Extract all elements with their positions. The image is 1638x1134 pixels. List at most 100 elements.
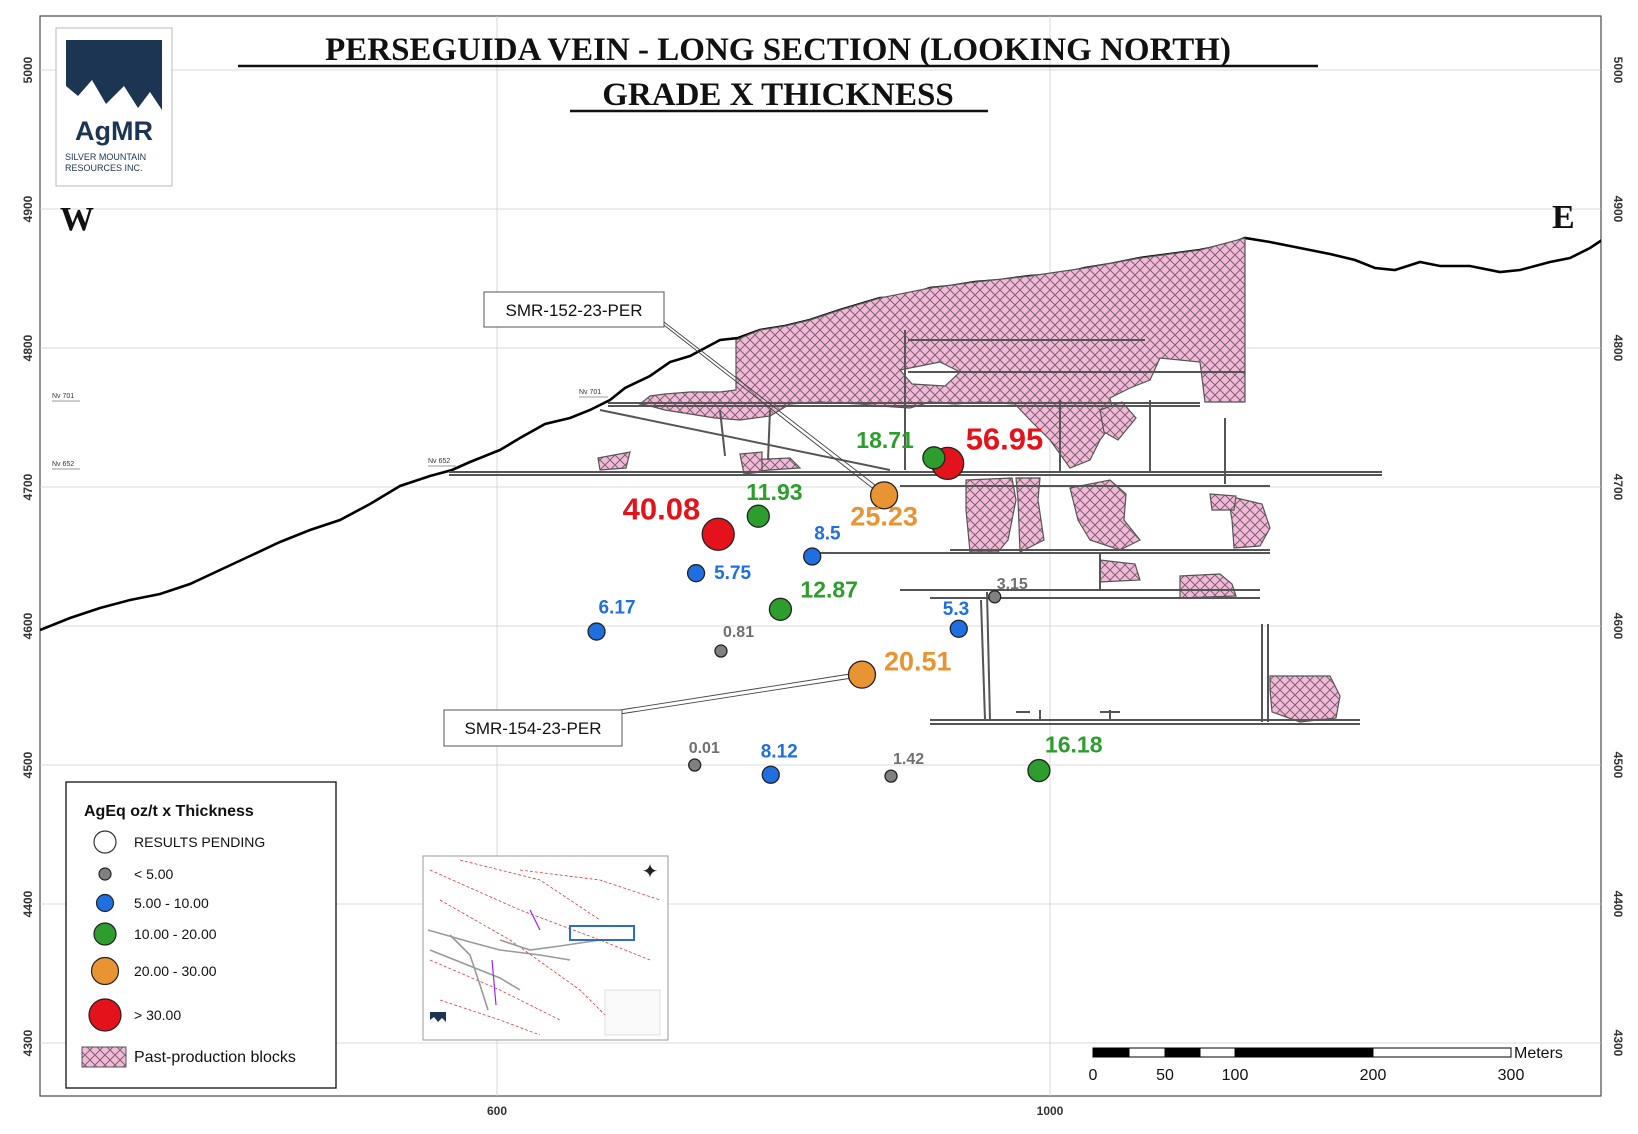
- left-tick-4800: 4800: [21, 334, 35, 361]
- working-20: [980, 599, 986, 721]
- intercept-label-3-15: 3.15: [997, 576, 1028, 593]
- inset-fault-6: [439, 999, 541, 1036]
- level-label-nv652-mid: Nv 652: [428, 458, 450, 465]
- mountain-logo-icon: [66, 40, 162, 110]
- scale-segment-5: [1234, 1047, 1374, 1058]
- legend-label-20-30: 20.00 - 30.00: [134, 963, 217, 979]
- inset-fault-1: [429, 869, 651, 961]
- callout-smr-154-label: SMR-154-23-PER: [465, 719, 602, 738]
- working-14: [599, 409, 891, 471]
- callout-smr-152-leader-1: [659, 321, 881, 495]
- intercept-label-5-3: 5.3: [943, 599, 969, 620]
- intercept-point-0-01: [688, 758, 702, 772]
- map-title: PERSEGUIDA VEIN - LONG SECTION (LOOKING …: [238, 32, 1318, 113]
- agmr-logo: AgMR SILVER MOUNTAIN RESOURCES INC.: [55, 27, 173, 187]
- intercept-point-6-17: [587, 622, 606, 641]
- inset-fault-2: [439, 899, 621, 1031]
- bottom-tick-1000: 1000: [1037, 1104, 1064, 1118]
- callout-smr-154: SMR-154-23-PER: [443, 673, 853, 747]
- inset-magenta-trace-1: [529, 909, 541, 931]
- intercept-label-18-71: 18.71: [856, 427, 914, 453]
- right-tick-5000: 5000: [1611, 57, 1625, 84]
- inset-magenta-trace-2: [491, 959, 497, 1006]
- scale-segment-2: [1128, 1047, 1166, 1058]
- callout-smr-154-leader-2: [619, 677, 853, 715]
- legend-title: AgEq oz/t x Thickness: [84, 803, 254, 820]
- working-24: [767, 409, 771, 461]
- legend: AgEq oz/t x Thickness RESULTS PENDING < …: [65, 781, 337, 1089]
- legend-label-10-20: 10.00 - 20.00: [134, 926, 217, 942]
- right-tick-4800: 4800: [1611, 335, 1625, 362]
- inset-fault-3: [459, 859, 601, 921]
- inset-mini-legend: [604, 989, 661, 1036]
- scale-label-50: 50: [1156, 1067, 1174, 1084]
- intercept-point-1-42: [884, 769, 898, 783]
- legend-swatch-past-production: [81, 1046, 127, 1068]
- production-block-6: [1015, 477, 1045, 553]
- production-block-7: [1069, 479, 1141, 551]
- west-label: W: [60, 201, 94, 238]
- inset-map-workings: [427, 929, 601, 1011]
- level-label-nv652-west: Nv 652: [52, 461, 74, 468]
- intercept-label-25-23: 25.23: [850, 501, 918, 531]
- intercept-point-8-5: [803, 547, 822, 566]
- callout-smr-154-box: [443, 709, 623, 747]
- intercept-point-18-71: [922, 446, 946, 470]
- scale-label-0: 0: [1089, 1067, 1098, 1084]
- bottom-tick-600: 600: [487, 1104, 507, 1118]
- callout-smr-152-leader-2: [663, 321, 885, 493]
- scale-label-100: 100: [1222, 1067, 1249, 1084]
- intercept-label-20-51: 20.51: [884, 647, 952, 677]
- intercept-label-12-87: 12.87: [800, 576, 858, 602]
- mine-workings: [449, 330, 1382, 725]
- inset-working-4: [499, 939, 601, 951]
- inset-location-map: ✦: [422, 855, 669, 1041]
- callout-smr-152-box: [483, 291, 665, 328]
- intercept-point-5-3: [949, 619, 968, 638]
- level-label-nv701-mid: Nv 701: [579, 389, 601, 396]
- intercept-point-25-23: [869, 481, 899, 510]
- intercept-point-16-18: [1027, 758, 1051, 783]
- legend-swatch-lt5: [98, 867, 112, 881]
- scale-unit: Meters: [1514, 1045, 1563, 1062]
- working-19: [986, 591, 991, 721]
- intercept-label-1-42: 1.42: [893, 751, 924, 768]
- logo-name: AgMR: [75, 116, 153, 146]
- intercept-label-56-95: 56.95: [966, 421, 1044, 456]
- left-tick-4400: 4400: [21, 890, 35, 917]
- production-block-13: [739, 451, 763, 475]
- production-block-4: [597, 451, 631, 471]
- intercept-label-6-17: 6.17: [599, 598, 636, 619]
- intercept-point-20-51: [847, 660, 877, 689]
- callout-smr-154-leader-1: [619, 673, 851, 711]
- legend-swatch-pending: [93, 830, 117, 854]
- intercept-label-16-18: 16.18: [1045, 732, 1103, 758]
- inset-fault-5: [519, 869, 661, 901]
- intercept-point-3-15: [988, 590, 1002, 604]
- scale-segment-6: [1372, 1047, 1512, 1058]
- working-25: [719, 409, 726, 457]
- scale-segment-4: [1199, 1047, 1236, 1058]
- left-tick-4700: 4700: [21, 473, 35, 500]
- legend-swatch-20-30: [90, 956, 120, 986]
- legend-swatch-gt30: [88, 998, 122, 1032]
- scale-segment-3: [1164, 1047, 1201, 1058]
- intercept-label-8-5: 8.5: [814, 524, 841, 545]
- callout-smr-152: SMR-152-23-PER: [483, 291, 885, 495]
- scale-label-300: 300: [1498, 1067, 1525, 1084]
- legend-label-past-production: Past-production blocks: [134, 1049, 296, 1066]
- inset-north-arrow-icon: ✦: [642, 861, 659, 883]
- intercept-point-11-93: [746, 504, 770, 528]
- scale-label-200: 200: [1360, 1067, 1387, 1084]
- scale-segment-1: [1092, 1047, 1130, 1058]
- callout-smr-152-label: SMR-152-23-PER: [506, 301, 643, 320]
- legend-swatch-10-20: [93, 922, 117, 946]
- left-tick-4500: 4500: [21, 751, 35, 778]
- left-tick-5000: 5000: [21, 56, 35, 83]
- left-tick-4600: 4600: [21, 612, 35, 639]
- production-block-5: [965, 477, 1017, 553]
- intercept-label-40-08: 40.08: [623, 491, 701, 526]
- legend-label-pending: RESULTS PENDING: [134, 834, 265, 850]
- intercept-point-12-87: [768, 597, 793, 621]
- east-label: E: [1552, 199, 1575, 236]
